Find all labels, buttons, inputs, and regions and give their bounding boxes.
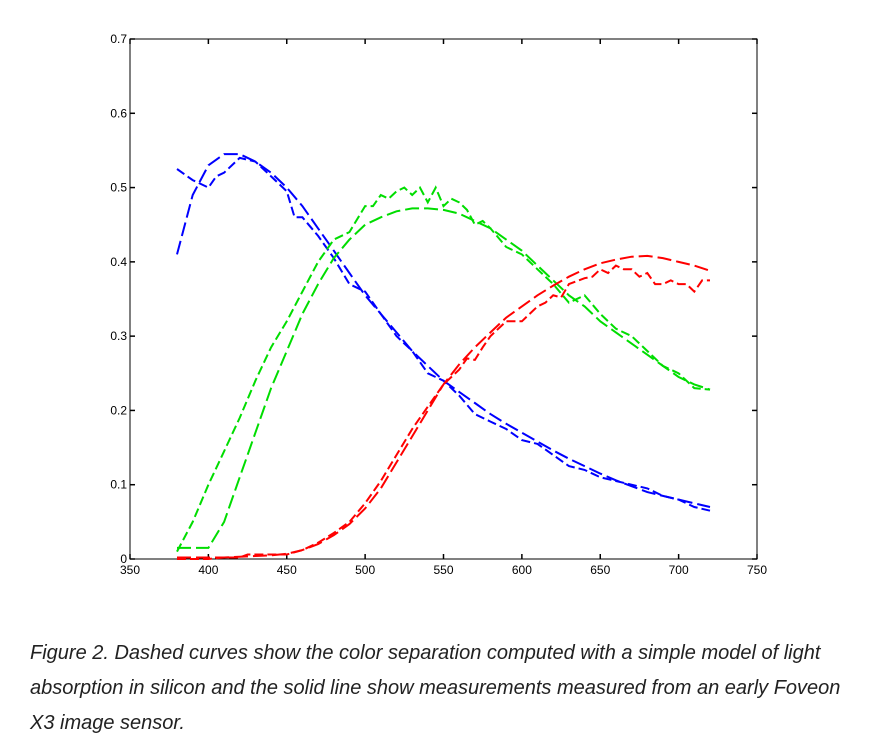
x-tick-label: 600 [512,563,532,577]
y-tick-label: 0 [120,552,127,566]
plot-area-frame [129,38,758,560]
series-line-4 [177,254,711,559]
x-tick-label: 650 [590,563,610,577]
chart: 350 400 450 500 550 600 650 700 750 0 0.1 0.2 0.3 0.… [110,32,767,577]
x-tick-label: 450 [277,563,297,577]
x-tick-label: 400 [198,563,218,577]
series-line-2 [177,207,711,549]
series-group [176,153,711,560]
series-line-5 [177,264,710,560]
y-tick-label: 0.5 [110,181,127,195]
y-axis-tick-labels: 0 0.1 0.2 0.3 0.4 0.5 0.6 0.7 [110,32,127,566]
x-tick-label: 550 [433,563,453,577]
x-axis-tick-labels: 350 400 450 500 550 600 650 700 750 [120,563,767,577]
y-tick-label: 0.3 [110,329,127,343]
figure-caption: Figure 2. Dashed curves show the color s… [30,642,841,734]
series-line-3 [176,185,711,553]
x-tick-label: 750 [747,563,767,577]
x-tick-label: 700 [669,563,689,577]
axis-ticks [129,38,758,560]
series-line-1 [176,156,711,512]
y-tick-label: 0.7 [110,32,127,46]
y-tick-label: 0.4 [110,255,127,269]
x-tick-label: 500 [355,563,375,577]
y-tick-label: 0.2 [110,403,127,417]
y-tick-label: 0.6 [110,106,127,120]
x-tick-label: 350 [120,563,140,577]
y-tick-label: 0.1 [110,478,127,492]
